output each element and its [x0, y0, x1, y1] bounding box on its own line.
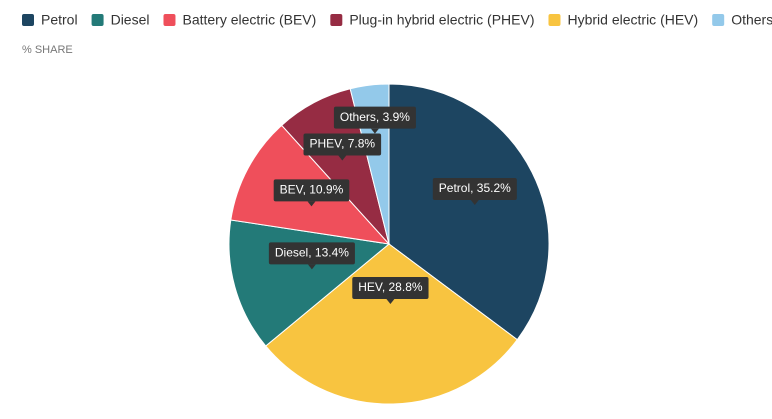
legend-label: Diesel — [111, 12, 150, 28]
data-label-text: Others, 3.9% — [340, 110, 410, 124]
pie-slice — [265, 243, 518, 405]
legend-swatch — [712, 14, 725, 26]
data-label: PHEV, 7.8% — [303, 133, 382, 161]
data-label-text: HEV, 28.8% — [358, 280, 423, 294]
data-label: Diesel, 13.4% — [268, 242, 355, 270]
legend-swatch — [91, 14, 104, 26]
data-label-pointer — [307, 201, 316, 207]
legend-label: Petrol — [41, 12, 78, 28]
data-label-pointer — [470, 199, 479, 205]
data-label-text: BEV, 10.9% — [280, 183, 344, 197]
legend-swatch — [22, 14, 34, 26]
data-label-pointer — [386, 298, 395, 304]
data-label-box — [432, 177, 517, 200]
data-label-box — [333, 106, 416, 129]
data-label-box — [273, 179, 350, 202]
legend-swatch — [163, 14, 176, 26]
legend-swatch — [548, 14, 561, 26]
data-label-pointer — [338, 155, 347, 161]
data-label-box — [268, 242, 355, 265]
data-label: BEV, 10.9% — [273, 179, 350, 207]
data-label-pointer — [370, 128, 379, 134]
legend-label: Hybrid electric (HEV) — [567, 12, 698, 28]
legend-label: Battery electric (BEV) — [182, 12, 316, 28]
legend-label: Plug-in hybrid electric (PHEV) — [349, 12, 534, 28]
data-label: HEV, 28.8% — [352, 276, 429, 304]
data-label-box — [303, 133, 382, 156]
data-label: Others, 3.9% — [333, 106, 416, 134]
subtitle: % SHARE — [22, 44, 73, 56]
pie-slice — [388, 83, 550, 341]
data-label: Petrol, 35.2% — [432, 177, 517, 205]
data-label-text: Diesel, 13.4% — [275, 246, 349, 260]
data-label-text: PHEV, 7.8% — [310, 137, 376, 151]
data-label-text: Petrol, 35.2% — [439, 181, 511, 195]
data-label-box — [352, 276, 429, 299]
legend-label: Others — [731, 12, 772, 28]
data-label-pointer — [307, 264, 316, 270]
legend-swatch — [330, 14, 343, 26]
